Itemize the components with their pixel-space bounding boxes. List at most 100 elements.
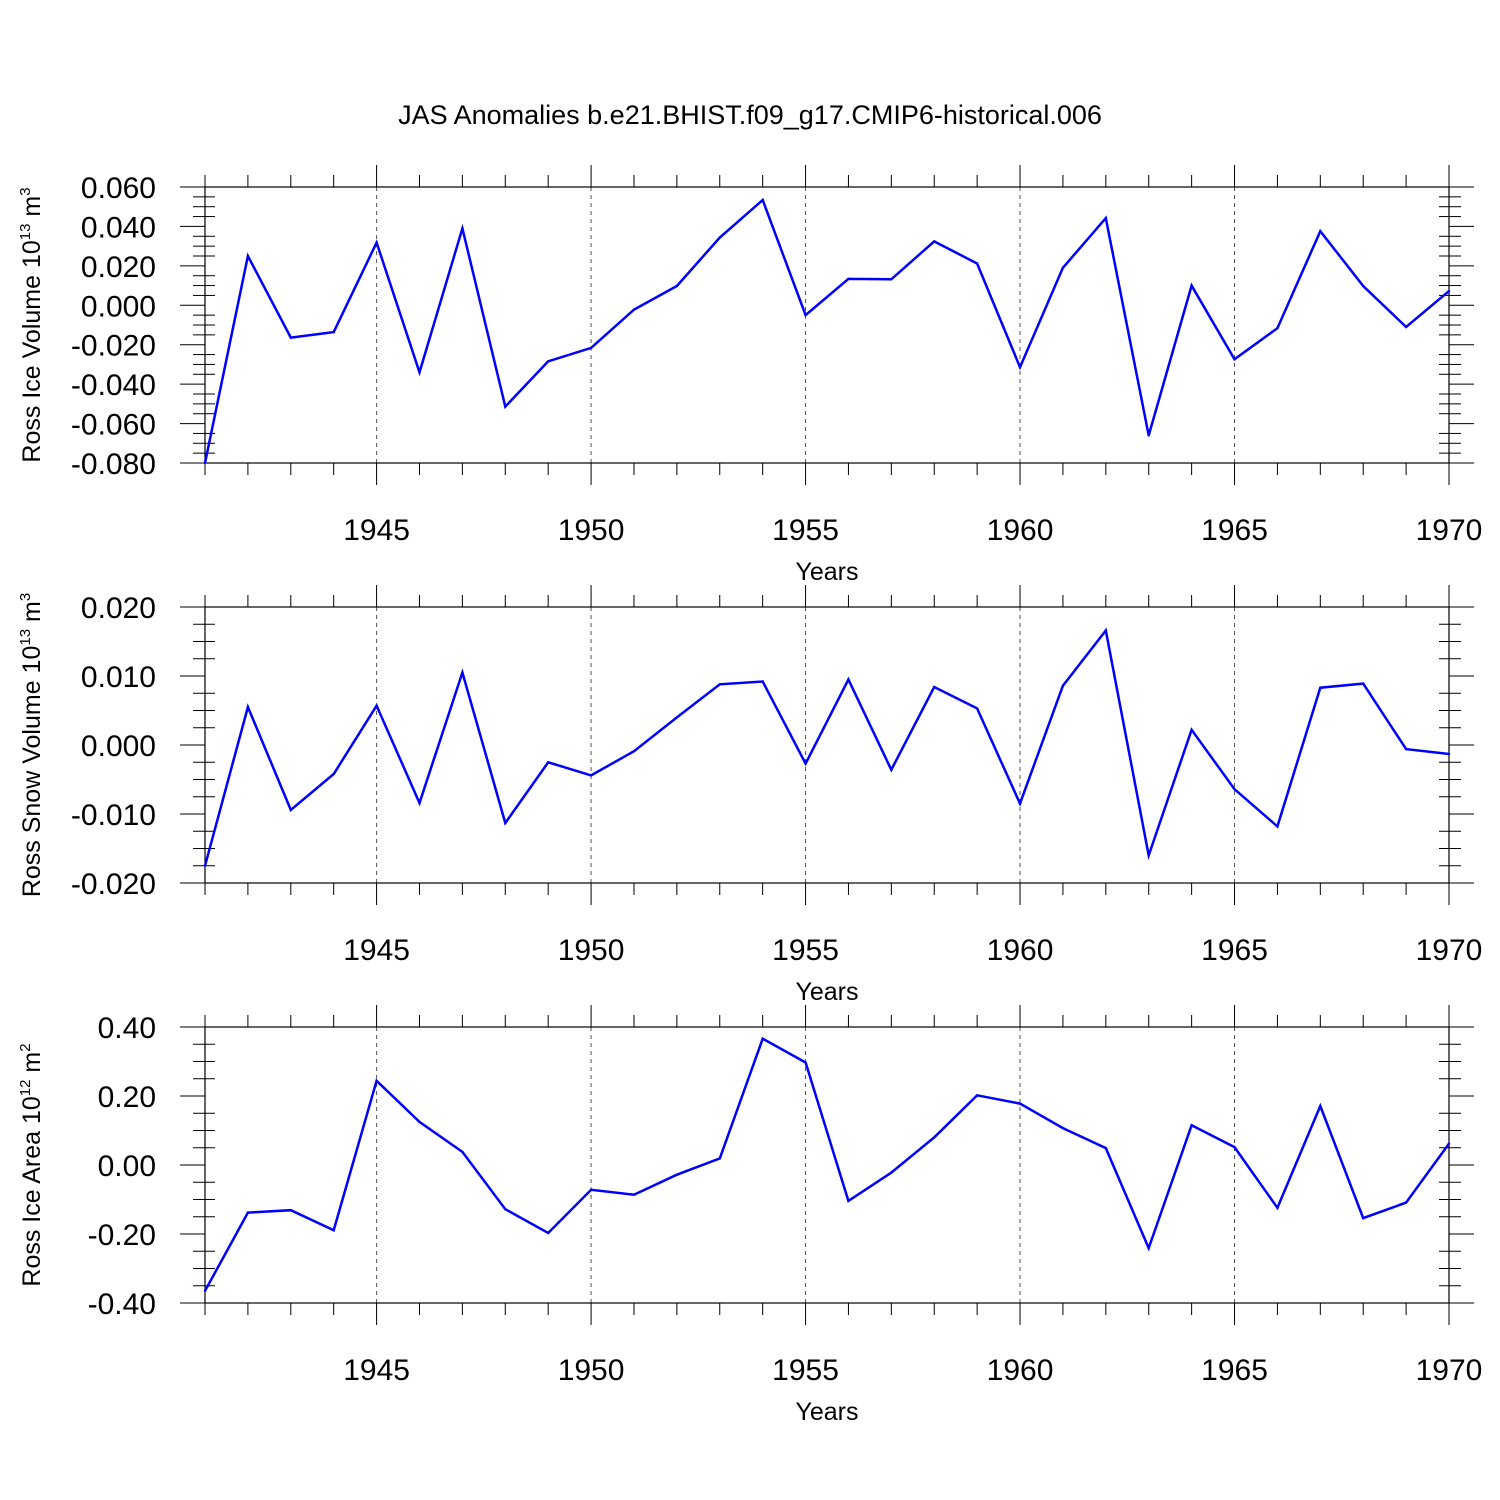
data-point <box>461 1150 464 1154</box>
x-tick-label: 1960 <box>987 514 1054 547</box>
x-tick-label: 1960 <box>987 1354 1054 1387</box>
data-point <box>632 308 636 311</box>
chart-panel-1: -0.080 -0.060 -0.040 -0.020 0.000 0.020 0.040 0… <box>17 165 1482 586</box>
x-axis-title: Years <box>795 978 858 1006</box>
data-point <box>718 236 721 239</box>
series-line <box>203 627 1450 867</box>
data-point <box>890 278 893 281</box>
data-point <box>1404 1201 1408 1204</box>
data-point <box>1447 289 1451 293</box>
x-tick-label: 1955 <box>772 514 839 547</box>
y-tick-label: 0.020 <box>81 592 156 625</box>
x-tick-label: 1955 <box>772 934 839 967</box>
data-point <box>1233 787 1236 791</box>
data-point <box>289 1208 292 1212</box>
data-point <box>1104 1146 1108 1150</box>
x-tick-label: 1960 <box>987 934 1054 967</box>
data-point <box>933 1136 936 1139</box>
data-point <box>632 1193 636 1196</box>
data-point <box>1147 434 1150 437</box>
data-point <box>289 336 292 339</box>
data-point <box>1319 229 1322 233</box>
data-point <box>504 405 507 408</box>
data-point <box>1404 325 1408 329</box>
data-point <box>1018 365 1022 369</box>
data-point <box>675 716 679 719</box>
data-point <box>890 768 893 772</box>
data-point <box>847 1199 850 1203</box>
data-point <box>1147 854 1150 857</box>
x-tick-label: 1955 <box>772 1354 839 1387</box>
data-point <box>1276 326 1279 330</box>
x-tick-label: 1950 <box>558 1354 625 1387</box>
y-tick-label: 0.000 <box>81 290 156 323</box>
series-line <box>203 197 1450 464</box>
y-tick-label: -0.40 <box>88 1288 156 1321</box>
data-point <box>1190 284 1193 287</box>
data-point <box>761 1037 764 1040</box>
data-point <box>418 1120 421 1124</box>
x-axis-title: Years <box>795 558 858 586</box>
data-point <box>203 1289 207 1293</box>
y-tick-label: 0.000 <box>81 730 156 763</box>
y-tick-label: 0.010 <box>81 661 156 694</box>
y-tick-label: -0.060 <box>71 409 156 442</box>
data-point <box>332 330 335 334</box>
data-point <box>1276 1206 1279 1209</box>
data-point <box>589 346 593 350</box>
data-point <box>1362 682 1365 685</box>
data-point <box>1447 1142 1451 1145</box>
data-point <box>632 750 636 753</box>
data-point <box>1104 629 1108 632</box>
x-axis-title: Years <box>795 1398 858 1426</box>
x-tick-label: 1945 <box>343 1354 410 1387</box>
data-point <box>289 808 292 812</box>
data-point <box>546 360 550 363</box>
data-point <box>1190 1124 1193 1127</box>
data-point <box>1319 686 1322 689</box>
data-point <box>461 227 464 230</box>
data-point <box>418 801 421 805</box>
data-point <box>847 277 850 281</box>
data-point <box>332 772 335 776</box>
data-point <box>933 685 936 689</box>
y-tick-label: 0.40 <box>98 1012 156 1045</box>
data-point <box>1276 825 1279 828</box>
y-axis-title: Ross Ice Volume 1013 m3 <box>17 187 46 462</box>
x-tick-label: 1965 <box>1201 514 1268 547</box>
data-point <box>975 1094 979 1097</box>
data-point <box>461 671 464 674</box>
data-point <box>332 1229 335 1232</box>
y-tick-label: 0.020 <box>81 251 156 284</box>
data-point <box>1362 1216 1365 1220</box>
data-point <box>1061 1126 1065 1130</box>
x-tick-label: 1965 <box>1201 934 1268 967</box>
data-point <box>675 1173 679 1176</box>
data-point <box>718 1157 721 1160</box>
data-point <box>589 1188 593 1192</box>
data-point <box>546 1231 550 1235</box>
y-tick-label: -0.010 <box>71 799 156 832</box>
data-point <box>718 683 721 686</box>
data-point <box>246 254 250 258</box>
data-point <box>1018 802 1022 805</box>
y-tick-label: 0.060 <box>81 172 156 205</box>
data-point <box>1319 1104 1322 1108</box>
data-point <box>975 262 979 265</box>
data-point <box>975 707 979 710</box>
data-point <box>890 1171 893 1174</box>
data-point <box>246 1211 250 1214</box>
data-point <box>1190 728 1193 732</box>
chart-title: JAS Anomalies b.e21.BHIST.f09_g17.CMIP6-… <box>398 100 1102 130</box>
y-axis-title: Ross Ice Area 1012 m2 <box>17 1043 46 1286</box>
data-point <box>804 1061 807 1064</box>
y-tick-label: 0.040 <box>81 211 156 244</box>
x-tick-label: 1970 <box>1416 934 1483 967</box>
chart-panel-3: -0.40 -0.20 0.00 0.20 0.40 1945 1950 1955 1960 19… <box>17 1005 1482 1426</box>
data-point <box>1447 752 1451 756</box>
data-point <box>504 821 507 825</box>
y-tick-label: -0.020 <box>71 868 156 901</box>
data-point <box>546 761 550 764</box>
data-point <box>675 284 679 288</box>
